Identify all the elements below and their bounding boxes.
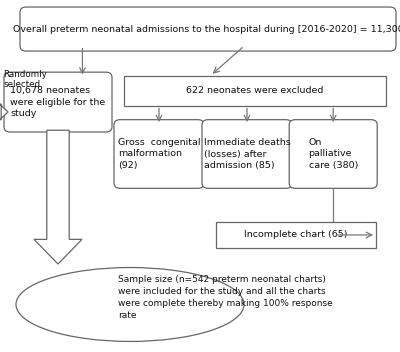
Text: Sample size (n=542 preterm neonatal charts)
were included for the study and all : Sample size (n=542 preterm neonatal char… <box>118 275 333 320</box>
Text: Incomplete chart (65): Incomplete chart (65) <box>244 231 348 239</box>
Text: Randomly
selected: Randomly selected <box>3 70 47 89</box>
FancyBboxPatch shape <box>216 222 376 248</box>
Polygon shape <box>0 95 8 129</box>
Ellipse shape <box>16 268 244 341</box>
FancyBboxPatch shape <box>202 120 292 188</box>
Polygon shape <box>34 130 82 264</box>
Text: 622 neonates were excluded: 622 neonates were excluded <box>186 86 324 95</box>
FancyBboxPatch shape <box>114 120 204 188</box>
FancyBboxPatch shape <box>124 76 386 106</box>
Text: On
palliative
care (380): On palliative care (380) <box>308 138 358 170</box>
FancyBboxPatch shape <box>289 120 377 188</box>
Text: 10,678 neonates
were eligible for the
study: 10,678 neonates were eligible for the st… <box>10 87 106 118</box>
Text: Gross  congenital
malformation
(92): Gross congenital malformation (92) <box>118 138 200 170</box>
Text: Immediate deaths
(losses) after
admission (85): Immediate deaths (losses) after admissio… <box>204 138 290 170</box>
FancyBboxPatch shape <box>20 7 396 51</box>
FancyBboxPatch shape <box>4 72 112 132</box>
Text: Overall preterm neonatal admissions to the hospital during [2016-2020] = 11,300: Overall preterm neonatal admissions to t… <box>13 25 400 33</box>
